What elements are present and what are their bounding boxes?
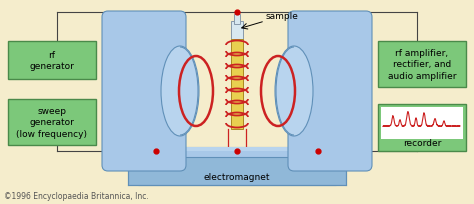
Text: sample: sample	[266, 12, 299, 21]
FancyBboxPatch shape	[378, 104, 466, 151]
Text: rf
generator: rf generator	[29, 50, 74, 71]
Text: ©1996 Encyclopaedia Britannica, Inc.: ©1996 Encyclopaedia Britannica, Inc.	[4, 191, 149, 200]
Ellipse shape	[275, 47, 313, 136]
FancyBboxPatch shape	[288, 12, 372, 171]
Bar	[138, 147, 336, 185]
Bar	[381, 108, 463, 139]
Bar	[128, 157, 346, 185]
FancyBboxPatch shape	[8, 100, 96, 145]
Text: recorder: recorder	[403, 138, 441, 147]
FancyBboxPatch shape	[102, 12, 186, 171]
Text: sweep
generator
(low frequency): sweep generator (low frequency)	[17, 106, 88, 139]
Bar	[231, 22, 243, 40]
FancyBboxPatch shape	[8, 42, 96, 80]
Text: rf amplifier,
rectifier, and
audio amplifier: rf amplifier, rectifier, and audio ampli…	[388, 49, 456, 81]
Bar	[231, 40, 243, 129]
Text: electromagnet: electromagnet	[204, 173, 270, 182]
Ellipse shape	[161, 47, 199, 136]
Bar	[138, 147, 336, 151]
Bar	[234, 15, 240, 25]
FancyBboxPatch shape	[378, 42, 466, 88]
